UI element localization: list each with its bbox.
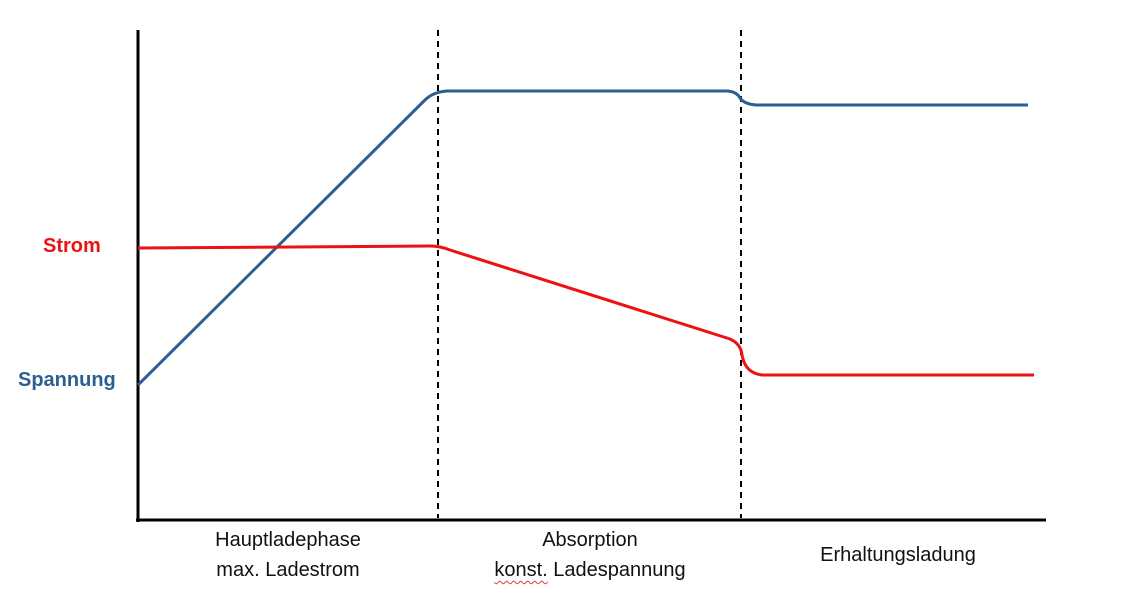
strom-curve (137, 244, 1034, 377)
spannung-label: Spannung (18, 369, 116, 391)
phase-label-line: Hauptladephase (215, 529, 361, 551)
phase-label-line: konst. Ladespannung (470, 555, 710, 585)
phase-label-line: Erhaltungsladung (820, 544, 976, 566)
strom-label: Strom (43, 235, 101, 257)
spannung-curve (136, 89, 1028, 387)
phase-label-erhaltungsladung: Erhaltungsladung (778, 540, 1018, 570)
phase-label-rest: Ladespannung (547, 559, 686, 581)
spellcheck-word: konst. (494, 559, 548, 581)
phase-label-line: max. Ladestrom (216, 559, 360, 581)
phase-label-absorption: Absorption konst. Ladespannung (470, 525, 710, 585)
phase-label-hauptladephase: Hauptladephase max. Ladestrom (168, 525, 408, 585)
phase-label-line: Absorption (542, 529, 638, 551)
